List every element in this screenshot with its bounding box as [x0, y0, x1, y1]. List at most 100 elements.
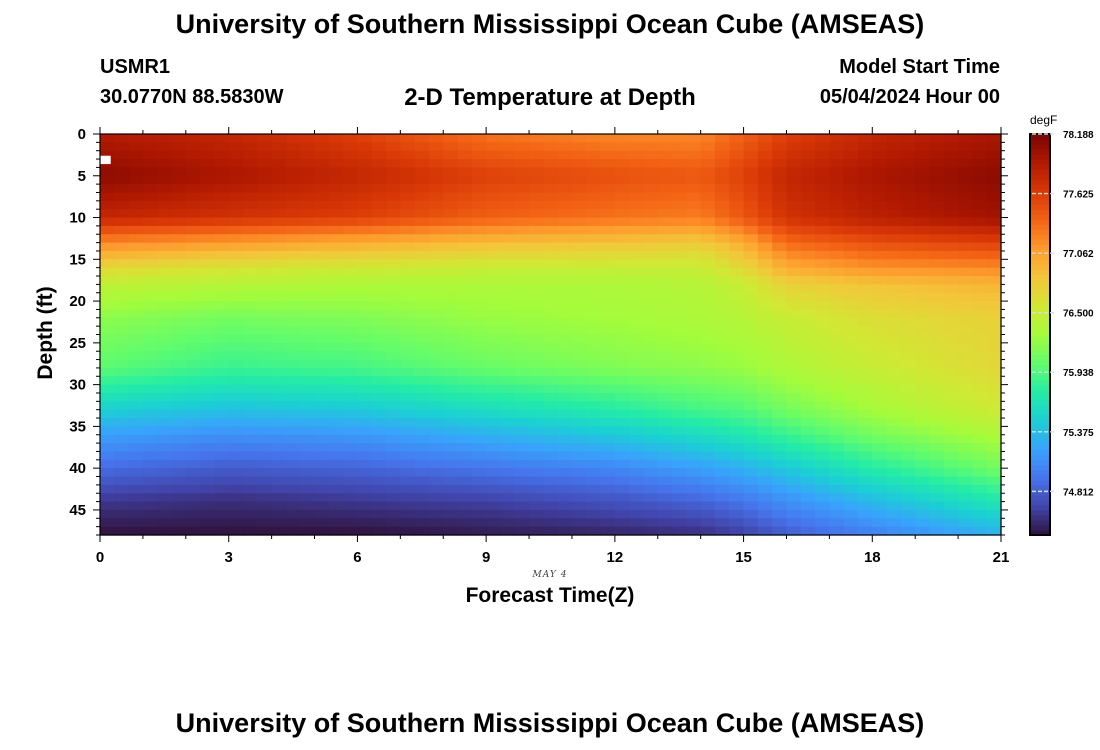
heatmap-cell: [500, 526, 516, 536]
heatmap-cell: [343, 142, 359, 152]
heatmap-cell: [128, 234, 144, 244]
heatmap-cell: [700, 276, 716, 285]
colorbar-segment: [1030, 354, 1050, 361]
heatmap-cell: [228, 159, 244, 169]
heatmap-cell: [714, 242, 730, 252]
heatmap-cell: [271, 509, 287, 519]
heatmap-cell: [686, 234, 702, 244]
heatmap-cell: [958, 159, 973, 169]
heatmap-cell: [185, 301, 201, 311]
heatmap-cell: [371, 192, 387, 202]
heatmap-cell: [571, 342, 587, 352]
heatmap-cell: [757, 167, 773, 177]
heatmap-cell: [271, 209, 287, 219]
heatmap-cell: [400, 501, 416, 511]
x-tick-label: 15: [735, 549, 752, 566]
heatmap-cell: [285, 209, 301, 219]
heatmap-cell: [314, 159, 330, 169]
heatmap-cell: [786, 134, 802, 143]
heatmap-cell: [357, 301, 373, 311]
heatmap-cell: [643, 443, 659, 453]
heatmap-cell: [200, 175, 216, 185]
heatmap-cell: [543, 150, 559, 160]
heatmap-cell: [243, 526, 258, 536]
heatmap-cell: [614, 384, 630, 394]
heatmap-cell: [857, 209, 873, 219]
heatmap-cell: [972, 459, 988, 469]
heatmap-cell: [371, 451, 387, 461]
heatmap-cell: [929, 451, 945, 461]
heatmap-cell: [471, 217, 487, 227]
heatmap-cell: [786, 142, 802, 152]
heatmap-cell: [257, 317, 273, 327]
heatmap-cell: [171, 317, 187, 327]
colorbar-segment: [1030, 514, 1050, 521]
heatmap-cell: [314, 317, 330, 327]
heatmap-cell: [686, 351, 702, 361]
colorbar-segment: [1030, 414, 1050, 421]
heatmap-cell: [614, 209, 630, 219]
heatmap-cell: [300, 284, 316, 294]
heatmap-cell: [886, 443, 902, 453]
heatmap-cell: [686, 418, 702, 427]
heatmap-cell: [228, 276, 244, 285]
heatmap-cell: [757, 334, 773, 344]
heatmap-cell: [486, 292, 502, 302]
heatmap-cell: [457, 142, 473, 152]
heatmap-cell: [700, 484, 716, 494]
heatmap-cell: [600, 501, 616, 511]
heatmap-cell: [271, 250, 287, 260]
colorbar-segment: [1030, 459, 1050, 466]
heatmap-cell: [543, 501, 559, 511]
heatmap-cell: [872, 225, 888, 235]
heatmap-cell: [972, 443, 988, 453]
heatmap-cell: [586, 418, 602, 427]
heatmap-cell: [672, 192, 687, 202]
heatmap-cell: [900, 234, 916, 244]
heatmap-cell: [386, 342, 401, 352]
heatmap-cell: [114, 418, 130, 427]
heatmap-cell: [672, 351, 687, 361]
heatmap-cell: [371, 342, 387, 352]
heatmap-cell: [943, 459, 959, 469]
heatmap-cell: [643, 142, 659, 152]
heatmap-cell: [743, 309, 759, 319]
heatmap-cell: [514, 250, 530, 260]
heatmap-cell: [386, 359, 401, 369]
heatmap-cell: [986, 351, 1002, 361]
heatmap-cell: [314, 426, 330, 436]
heatmap-cell: [700, 426, 716, 436]
heatmap-cell: [729, 384, 745, 394]
heatmap-cell: [614, 259, 630, 269]
heatmap-cell: [786, 209, 802, 219]
heatmap-cell: [443, 451, 459, 461]
heatmap-cell: [300, 326, 316, 336]
heatmap-cell: [915, 309, 931, 319]
heatmap-cell: [514, 434, 530, 444]
heatmap-cell: [943, 150, 959, 160]
heatmap-cell: [757, 526, 773, 536]
heatmap-cell: [958, 526, 973, 536]
heatmap-cell: [729, 292, 745, 302]
heatmap-cell: [657, 401, 673, 411]
heatmap-cell: [643, 175, 659, 185]
heatmap-cell: [886, 493, 902, 503]
heatmap-cell: [271, 225, 287, 235]
heatmap-cell: [257, 234, 273, 244]
heatmap-cell: [800, 409, 816, 419]
heatmap-cell: [185, 184, 201, 194]
heatmap-cell: [829, 459, 845, 469]
heatmap-cell: [171, 401, 187, 411]
heatmap-cell: [657, 200, 673, 210]
heatmap-cell: [371, 468, 387, 478]
heatmap-cell: [729, 443, 745, 453]
heatmap-cell: [543, 134, 559, 143]
heatmap-cell: [529, 451, 544, 461]
heatmap-cell: [843, 217, 859, 227]
heatmap-cell: [743, 493, 759, 503]
heatmap-cell: [414, 292, 430, 302]
heatmap-cell: [314, 267, 330, 277]
heatmap-cell: [657, 250, 673, 260]
heatmap-cell: [543, 309, 559, 319]
heatmap-cell: [500, 200, 516, 210]
